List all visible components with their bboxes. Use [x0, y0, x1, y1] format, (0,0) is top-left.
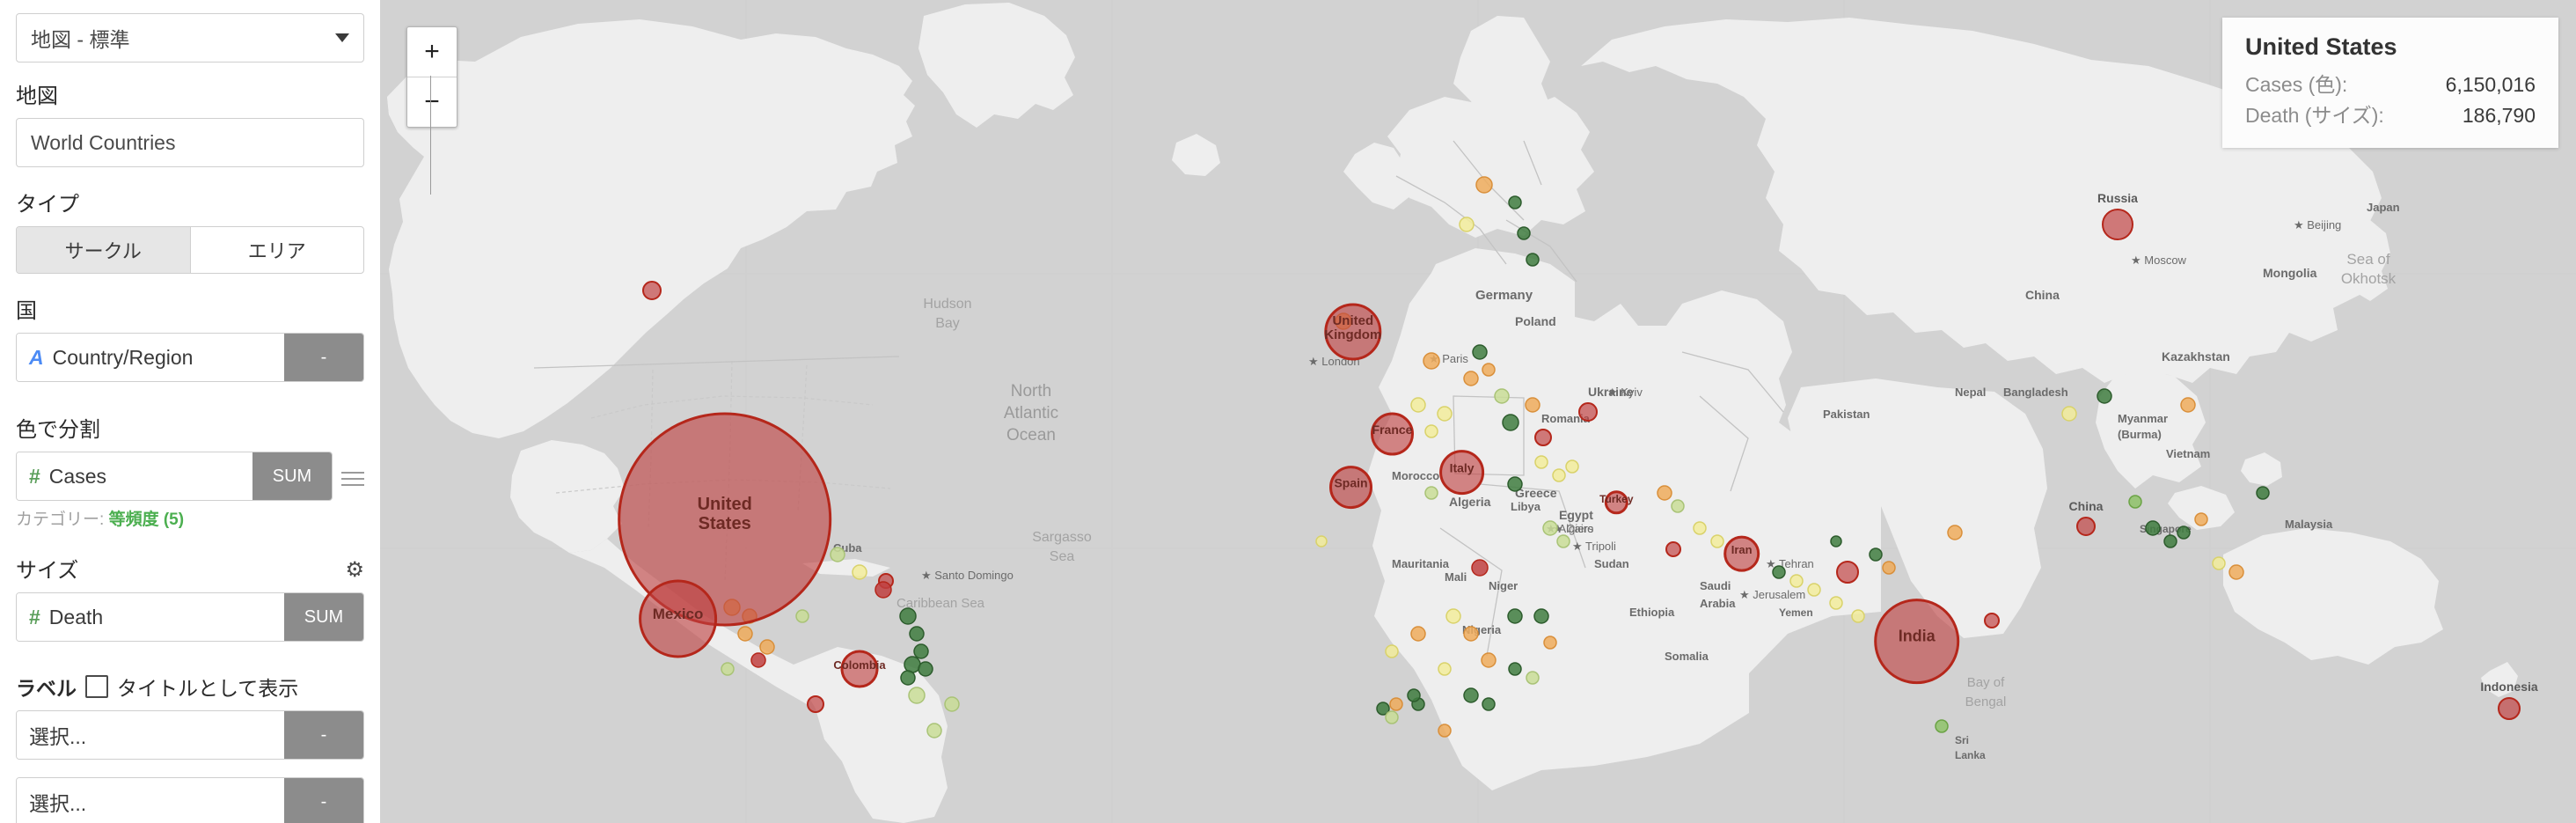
- svg-text:Indonesia: Indonesia: [2480, 680, 2538, 694]
- svg-text:Russia: Russia: [2097, 191, 2138, 205]
- svg-text:(Burma): (Burma): [2118, 428, 2162, 441]
- svg-text:Mauritania: Mauritania: [1392, 557, 1450, 570]
- svg-text:Kingdom: Kingdom: [1324, 327, 1381, 342]
- svg-text:States: States: [699, 514, 751, 533]
- svg-text:★ Tehran: ★ Tehran: [1766, 557, 1814, 570]
- svg-text:★ Moscow: ★ Moscow: [2131, 254, 2187, 267]
- svg-text:Colombia: Colombia: [833, 658, 886, 672]
- svg-text:Ethiopia: Ethiopia: [1629, 606, 1675, 619]
- svg-text:Morocco: Morocco: [1392, 469, 1439, 482]
- svg-text:North: North: [1011, 382, 1051, 400]
- svg-text:Nepal: Nepal: [1955, 386, 1986, 399]
- svg-text:Mali: Mali: [1445, 570, 1467, 584]
- svg-text:★ Cairo: ★ Cairo: [1553, 522, 1593, 535]
- svg-text:China: China: [2069, 499, 2104, 513]
- svg-text:Pakistan: Pakistan: [1823, 408, 1870, 421]
- svg-text:Somalia: Somalia: [1665, 650, 1709, 663]
- svg-text:Sea of: Sea of: [2346, 251, 2389, 268]
- svg-text:Mongolia: Mongolia: [2263, 266, 2317, 280]
- svg-text:Kazakhstan: Kazakhstan: [2162, 349, 2230, 364]
- svg-text:Sri: Sri: [1955, 734, 1969, 746]
- svg-text:United: United: [698, 495, 752, 514]
- svg-text:Italy: Italy: [1450, 461, 1475, 475]
- svg-text:Malaysia: Malaysia: [2285, 518, 2333, 531]
- svg-text:Egypt: Egypt: [1559, 508, 1593, 522]
- svg-text:Yemen: Yemen: [1779, 606, 1813, 619]
- svg-text:Saudi: Saudi: [1700, 579, 1731, 592]
- svg-text:Mexico: Mexico: [653, 606, 704, 622]
- svg-text:Atlantic: Atlantic: [1004, 404, 1058, 423]
- svg-text:Poland: Poland: [1515, 314, 1556, 328]
- svg-text:★ Beijing: ★ Beijing: [2294, 218, 2341, 231]
- svg-text:Lanka: Lanka: [1955, 749, 1986, 761]
- svg-text:Hudson: Hudson: [923, 297, 971, 312]
- svg-text:Bay of: Bay of: [1967, 675, 2005, 690]
- svg-text:Arabia: Arabia: [1700, 597, 1736, 610]
- svg-text:Bangladesh: Bangladesh: [2003, 386, 2068, 399]
- svg-text:★ Kyiv: ★ Kyiv: [1607, 386, 1643, 399]
- svg-text:France: France: [1372, 423, 1413, 437]
- svg-text:Libya: Libya: [1511, 500, 1541, 513]
- svg-text:Sea: Sea: [1050, 549, 1075, 564]
- svg-text:Iran: Iran: [1731, 543, 1753, 556]
- svg-text:Japan: Japan: [2367, 201, 2400, 214]
- svg-text:★ Jerusalem: ★ Jerusalem: [1739, 588, 1805, 601]
- svg-text:Turkey: Turkey: [1599, 493, 1634, 505]
- svg-text:★ Santo Domingo: ★ Santo Domingo: [921, 569, 1014, 582]
- svg-text:China: China: [2025, 288, 2060, 302]
- svg-text:Niger: Niger: [1489, 579, 1518, 592]
- svg-text:Myanmar: Myanmar: [2118, 412, 2168, 425]
- svg-text:Sargasso: Sargasso: [1032, 530, 1092, 545]
- svg-text:Bay: Bay: [935, 316, 960, 331]
- svg-text:Ocean: Ocean: [1006, 426, 1056, 445]
- svg-text:★ Tripoli: ★ Tripoli: [1572, 540, 1616, 553]
- svg-text:Germany: Germany: [1475, 288, 1533, 303]
- svg-text:Okhotsk: Okhotsk: [2341, 270, 2397, 287]
- svg-text:Vietnam: Vietnam: [2166, 447, 2210, 460]
- svg-text:Algeria: Algeria: [1449, 495, 1491, 509]
- svg-text:India: India: [1899, 628, 1936, 645]
- svg-text:Bengal: Bengal: [1965, 694, 2007, 709]
- svg-text:United: United: [1332, 313, 1373, 328]
- svg-text:Sudan: Sudan: [1594, 557, 1629, 570]
- svg-text:Spain: Spain: [1334, 476, 1367, 490]
